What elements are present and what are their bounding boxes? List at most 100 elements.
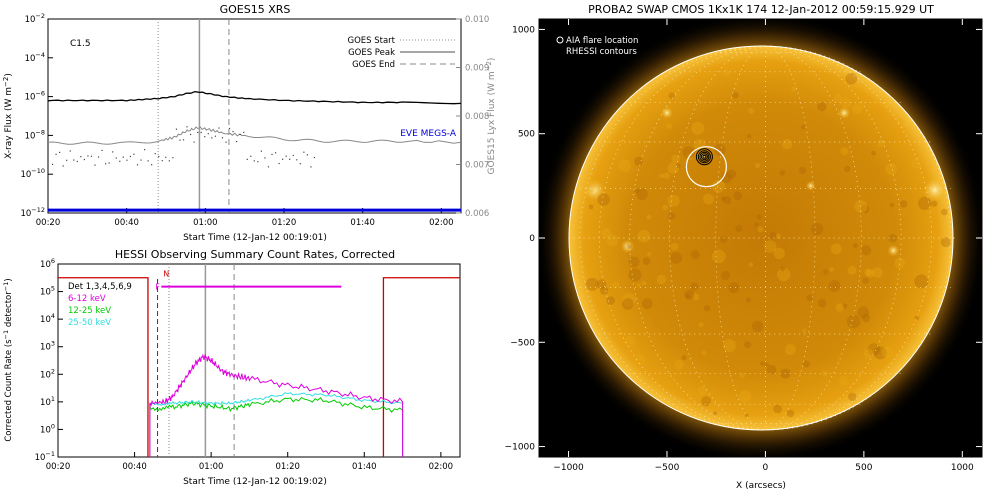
rhessi-contour-level — [699, 151, 710, 162]
texture-blob — [757, 226, 764, 233]
texture-blob — [829, 266, 835, 272]
texture-blob — [941, 208, 948, 216]
texture-blob — [733, 191, 743, 201]
texture-blob — [606, 234, 619, 247]
lyman-point — [143, 148, 146, 151]
texture-blob — [612, 281, 620, 289]
lyman-point — [264, 157, 266, 159]
texture-blob — [798, 166, 807, 175]
lyman-point — [299, 163, 301, 165]
texture-blob — [622, 292, 637, 307]
texture-blob — [848, 392, 857, 402]
lyman-point — [186, 126, 188, 128]
texture-blob — [646, 214, 652, 220]
texture-blob — [830, 243, 842, 255]
lyman-point — [136, 164, 139, 166]
rhessi-legend-symbol — [556, 47, 564, 55]
lyman-point — [289, 158, 291, 160]
texture-blob — [721, 172, 732, 184]
lyman-point — [94, 164, 96, 166]
lyman-point — [69, 150, 71, 152]
lyman-point — [133, 153, 135, 155]
texture-blob — [676, 163, 681, 169]
texture-blob — [911, 157, 923, 169]
goes-short-series — [48, 126, 461, 145]
texture-blob — [779, 170, 786, 176]
goes-eve-label: EVE MEGS-A — [400, 129, 457, 139]
texture-blob — [877, 139, 885, 147]
texture-blob — [681, 355, 687, 361]
texture-blob — [732, 92, 739, 99]
texture-blob — [606, 296, 615, 305]
texture-blob — [720, 270, 731, 281]
lyman-point — [154, 153, 156, 155]
texture-blob — [894, 257, 906, 269]
texture-blob — [766, 364, 777, 375]
goes-long-series — [48, 91, 461, 105]
swap-x-tick-label: 1000 — [951, 463, 974, 473]
texture-blob — [662, 204, 668, 211]
texture-blob — [701, 350, 707, 356]
lyman-point — [66, 159, 68, 161]
goes-y-label: X-ray Flux (W m−2) — [2, 73, 14, 159]
goes-legend-label-goes-end: GOES End — [352, 60, 395, 70]
lyman-point — [83, 158, 85, 161]
texture-blob — [671, 154, 680, 163]
lyman-point — [236, 141, 238, 143]
goes-x-label: Start Time (12-Jan-12 00:19:01) — [183, 233, 327, 243]
texture-blob — [668, 92, 675, 99]
texture-blob — [802, 360, 810, 368]
lyman-point — [76, 160, 78, 163]
texture-blob — [728, 282, 740, 294]
texture-blob — [888, 233, 897, 243]
lyman-point — [221, 137, 224, 139]
lyman-point — [282, 158, 284, 160]
longitude-line — [629, 45, 766, 431]
lyman-point — [204, 136, 206, 138]
texture-blob — [871, 150, 876, 156]
swap-x-tick-label: −500 — [655, 463, 680, 473]
goes-title: GOES15 XRS — [220, 3, 291, 16]
goes-plot-frame — [47, 18, 462, 214]
texture-blob — [703, 193, 714, 205]
lyman-point — [175, 128, 178, 130]
texture-blob — [726, 169, 737, 179]
goes-y-tick-label: 10−6 — [25, 90, 45, 103]
texture-blob — [790, 85, 797, 92]
hessi-x-tick-label: 00:40 — [122, 462, 147, 472]
lyman-point — [267, 166, 270, 168]
texture-blob — [628, 268, 642, 282]
lyman-point — [140, 159, 142, 161]
hessi-x-tick-label: 01:40 — [352, 462, 377, 472]
texture-blob — [863, 348, 874, 359]
goes-legend-label-goes-peak: GOES Peak — [348, 48, 395, 58]
lyman-point — [250, 155, 252, 157]
swap-x-tick-label: 0 — [763, 463, 769, 473]
lyman-point — [147, 160, 149, 162]
lyman-point — [115, 157, 117, 159]
texture-blob — [838, 375, 849, 386]
lyman-point — [313, 156, 316, 159]
lyman-point — [218, 127, 220, 129]
texture-blob — [821, 370, 829, 377]
hessi-x-tick-label: 02:00 — [429, 462, 454, 472]
goes-right-axis: 0.010 0.009 0.008 0.007 0.006 — [456, 15, 489, 219]
active-region — [838, 106, 851, 119]
texture-blob — [756, 214, 762, 220]
hessi-25-50-kev-series — [149, 392, 404, 457]
texture-blob — [720, 236, 728, 244]
lyman-point — [296, 159, 298, 161]
texture-blob — [656, 274, 667, 285]
heliographic-grid — [573, 45, 958, 431]
texture-blob — [628, 256, 640, 268]
texture-blob — [847, 265, 857, 275]
texture-blob — [701, 396, 712, 407]
texture-blob — [866, 269, 875, 278]
goes-lyman-alpha-points — [51, 126, 316, 168]
goes-right-tick-label: 0.009 — [465, 64, 489, 74]
texture-blob — [738, 390, 752, 403]
texture-blob — [751, 320, 764, 333]
lyman-point — [232, 130, 234, 133]
goes-y-tick-label: 10−4 — [25, 51, 45, 64]
hessi-y-tick-label: 104 — [40, 312, 55, 325]
